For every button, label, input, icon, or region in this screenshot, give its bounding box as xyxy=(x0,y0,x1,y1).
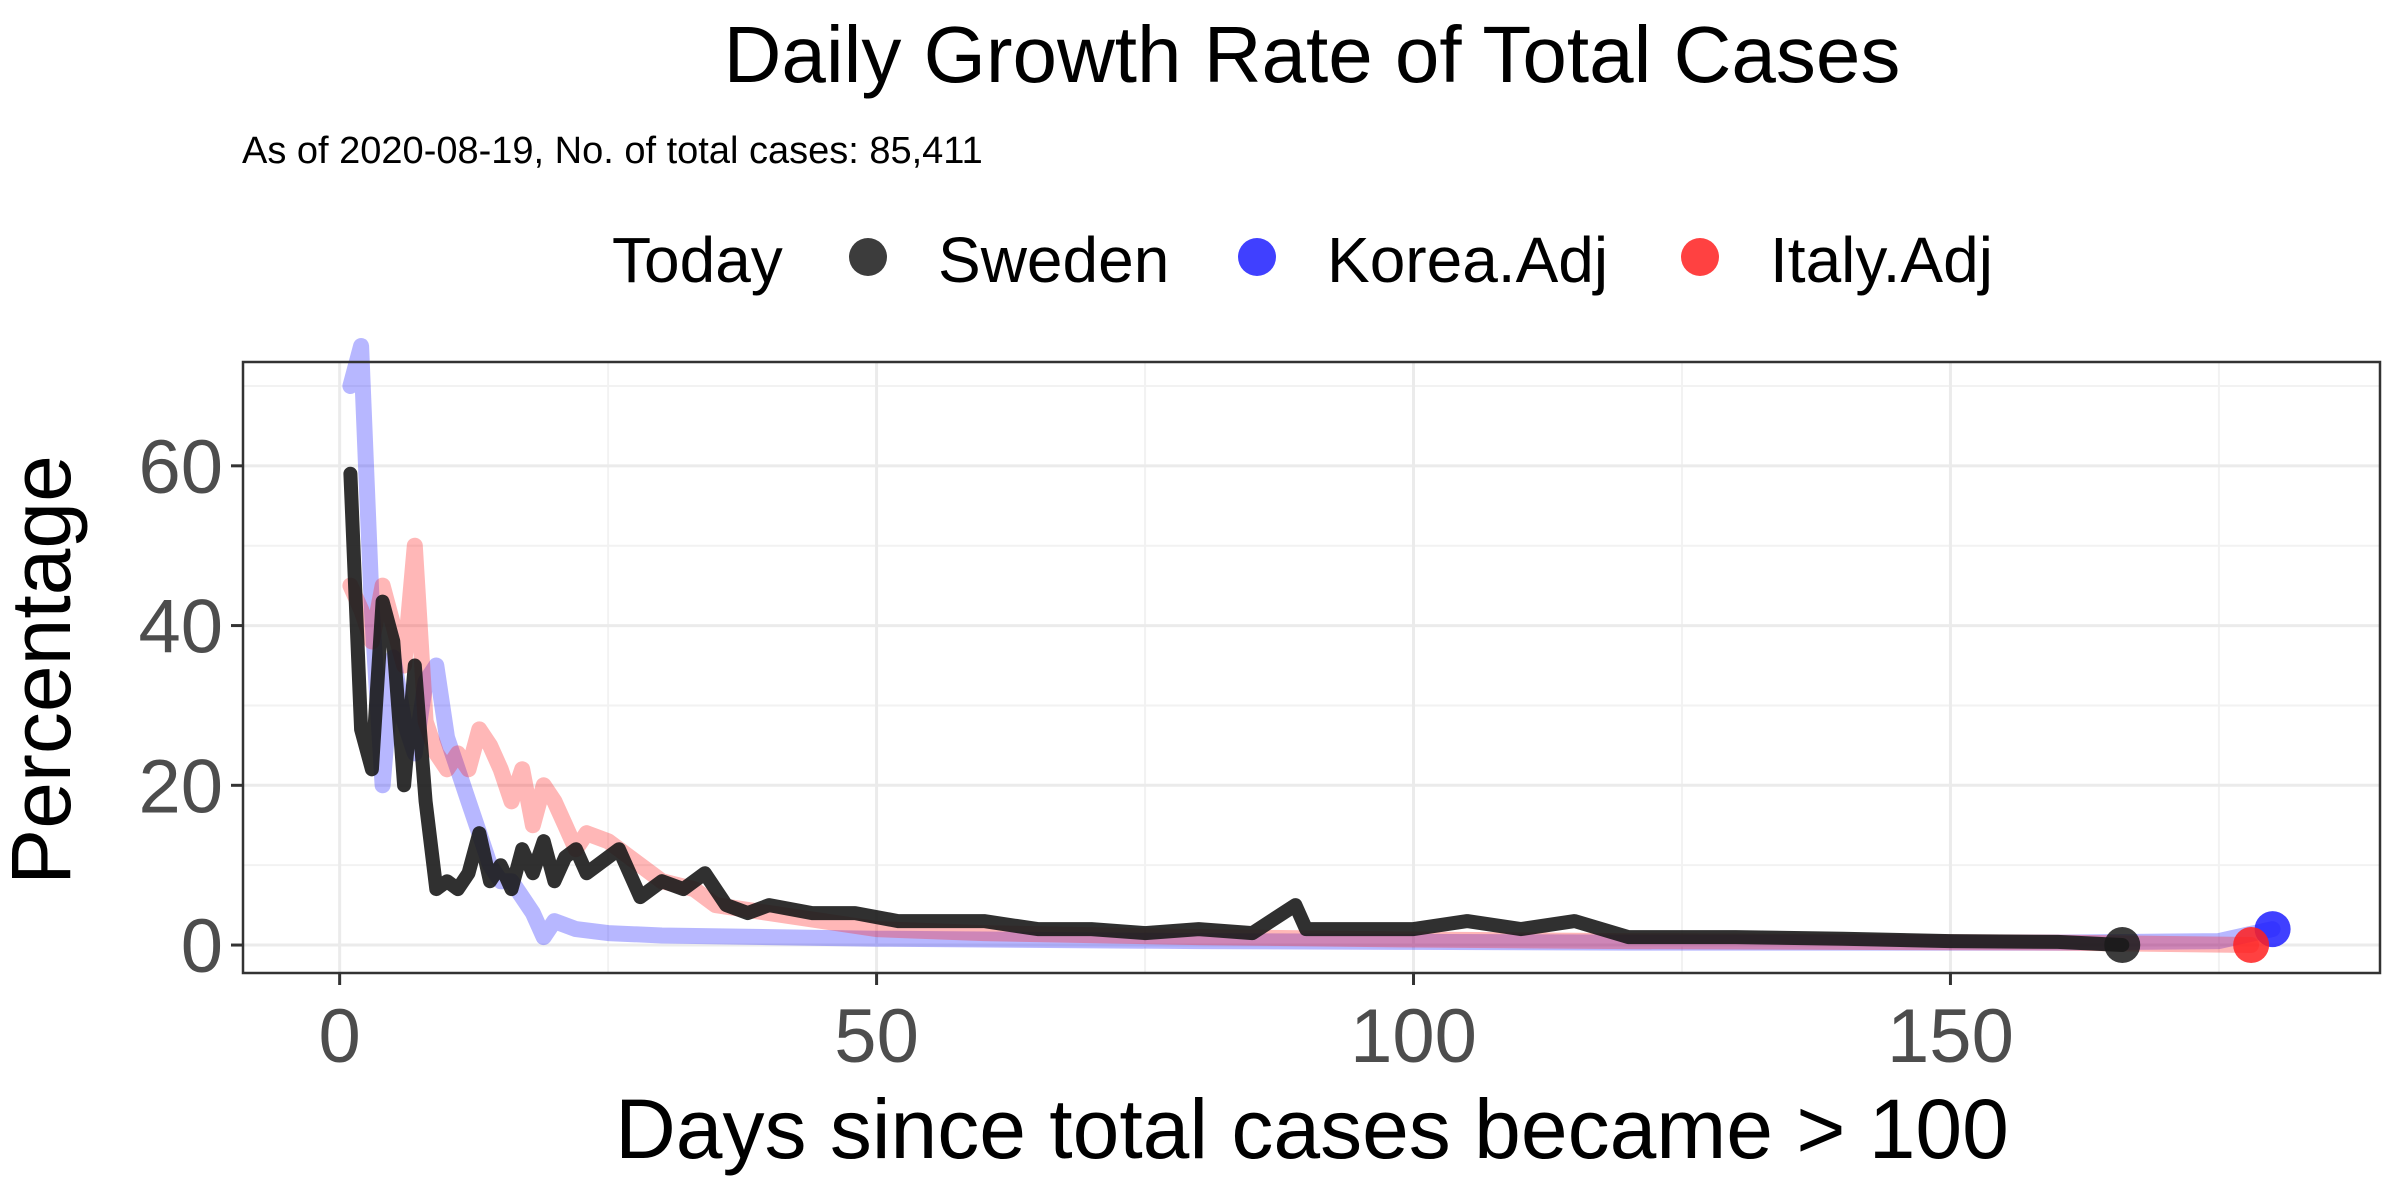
plot-border xyxy=(241,360,2382,975)
y-tick-label: 40 xyxy=(138,585,223,670)
today-point-italy-adj xyxy=(2233,927,2270,964)
x-tick-label: 150 xyxy=(1887,994,2014,1079)
plot-panel xyxy=(243,362,2380,973)
y-axis-title: Percentage xyxy=(0,455,88,885)
legend-label-italy-adj: Italy.Adj xyxy=(1770,224,1993,296)
legend-key-italy-adj xyxy=(1681,238,1719,276)
series-line-italy-adj xyxy=(342,537,2260,953)
x-tick-label: 50 xyxy=(834,994,919,1079)
today-point-sweden xyxy=(2104,927,2141,964)
legend-key-korea-adj xyxy=(1238,238,1276,276)
series-endpoints xyxy=(2104,911,2291,964)
chart-subtitle: As of 2020-08-19, No. of total cases: 85… xyxy=(242,130,983,172)
x-tick-label: 0 xyxy=(319,994,361,1079)
legend-label-sweden: Sweden xyxy=(938,224,1169,296)
legend-key-sweden xyxy=(849,238,887,276)
series-lines xyxy=(342,338,2281,953)
legend: Today Sweden Korea.Adj Italy.Adj xyxy=(612,224,1993,296)
y-tick-label: 0 xyxy=(181,904,223,989)
x-axis-title: Days since total cases became > 100 xyxy=(615,1082,2009,1176)
legend-items: Sweden Korea.Adj Italy.Adj xyxy=(849,224,1993,296)
axis-ticks xyxy=(231,464,1952,985)
series-line-sweden xyxy=(343,466,2130,952)
plot-area: 0 50 100 150 0 20 40 60 xyxy=(138,338,2382,1079)
y-tick-labels: 0 20 40 60 xyxy=(138,425,223,989)
x-tick-label: 100 xyxy=(1350,994,1477,1079)
y-tick-label: 20 xyxy=(138,744,223,829)
legend-title: Today xyxy=(612,224,783,296)
x-tick-labels: 0 50 100 150 xyxy=(319,994,2014,1079)
y-tick-label: 60 xyxy=(138,425,223,510)
legend-label-korea-adj: Korea.Adj xyxy=(1327,224,1608,296)
chart-title: Daily Growth Rate of Total Cases xyxy=(724,10,1901,99)
